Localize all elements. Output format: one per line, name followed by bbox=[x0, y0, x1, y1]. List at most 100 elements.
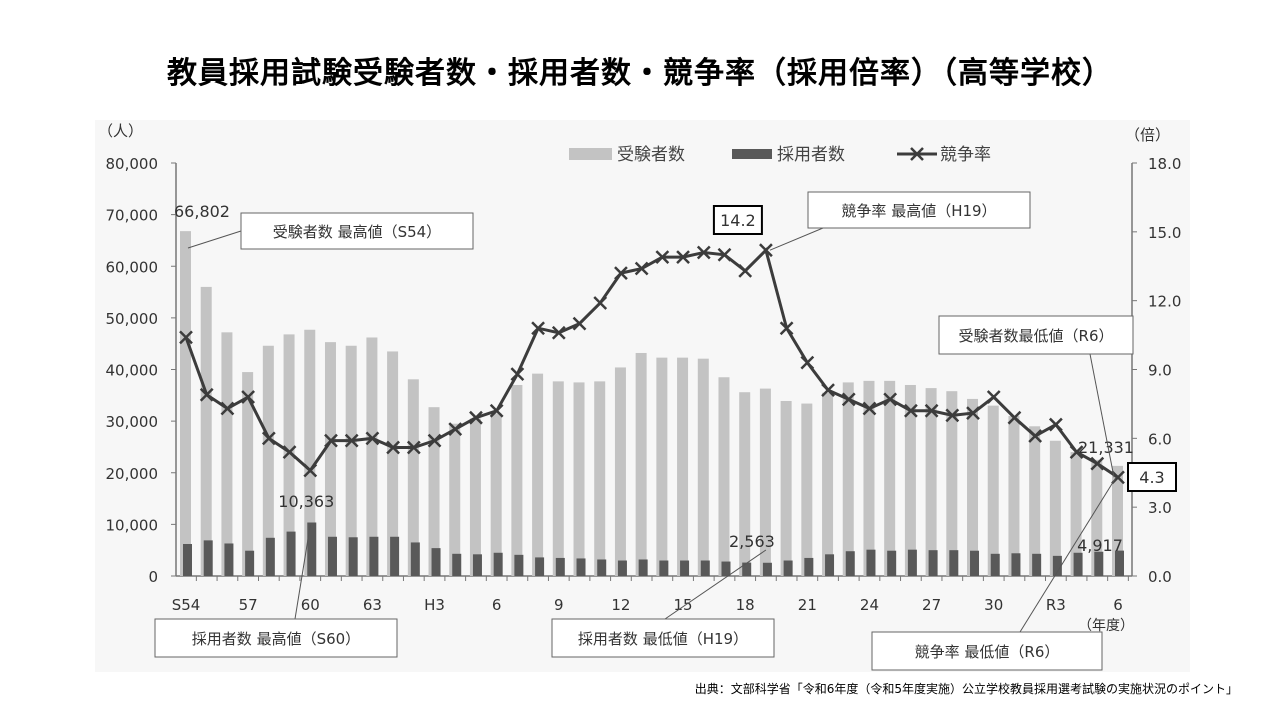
ratio-marker bbox=[593, 296, 608, 310]
ratio-marker bbox=[904, 403, 918, 418]
bar-hires bbox=[1115, 550, 1124, 576]
bar-hires bbox=[265, 537, 275, 576]
callout-text: 競争率 最低値（R6） bbox=[915, 643, 1060, 661]
ratio-marker bbox=[572, 316, 587, 331]
data-label: 66,802 bbox=[174, 202, 230, 221]
bar-hires bbox=[245, 550, 255, 576]
callout-box bbox=[551, 618, 775, 658]
bar-hires bbox=[907, 549, 917, 576]
data-label: 14.2 bbox=[720, 211, 756, 230]
ratio-marker bbox=[924, 403, 939, 418]
bar-hires bbox=[866, 549, 876, 576]
y-left-tick-label: 80,000 bbox=[106, 155, 159, 173]
ratio-marker bbox=[655, 250, 670, 264]
bar-applicants bbox=[718, 377, 730, 576]
x-tick-label: S54 bbox=[172, 596, 201, 614]
bar-applicants bbox=[324, 342, 336, 576]
ratio-marker bbox=[427, 433, 442, 448]
ratio-marker bbox=[489, 403, 504, 418]
ratio-marker bbox=[448, 422, 463, 437]
bar-applicants bbox=[1049, 440, 1061, 576]
bar-hires bbox=[390, 536, 400, 576]
ratio-marker bbox=[324, 433, 338, 448]
callout-text: 受験者数 最高値（S54） bbox=[273, 223, 441, 241]
y-right-tick-label: 9.0 bbox=[1148, 362, 1172, 380]
bar-hires bbox=[680, 560, 690, 576]
ratio-marker bbox=[614, 266, 628, 281]
ratio-marker bbox=[551, 325, 566, 340]
bar-hires bbox=[1011, 553, 1021, 576]
bar-hires bbox=[1094, 551, 1104, 576]
bar-applicants bbox=[304, 329, 316, 576]
bar-applicants bbox=[573, 382, 585, 576]
ratio-marker bbox=[220, 401, 235, 416]
x-tick-label: 27 bbox=[922, 596, 941, 614]
data-label: 21,331 bbox=[1078, 438, 1134, 457]
x-unit: （年度） bbox=[1078, 618, 1134, 634]
y-left-tick-label: 10,000 bbox=[106, 516, 159, 534]
bar-applicants bbox=[469, 418, 481, 576]
bar-hires bbox=[638, 559, 648, 576]
ratio-marker bbox=[717, 247, 732, 262]
data-label-box bbox=[1127, 462, 1177, 492]
ratio-marker bbox=[634, 261, 649, 276]
bar-hires bbox=[949, 550, 959, 576]
ratio-marker bbox=[779, 321, 794, 336]
ratio-marker bbox=[344, 433, 359, 448]
bar-hires bbox=[845, 551, 855, 576]
bar-applicants bbox=[1008, 415, 1020, 576]
ratio-marker bbox=[945, 408, 960, 423]
ratio-marker bbox=[696, 245, 711, 260]
bar-applicants bbox=[1112, 465, 1123, 576]
callout-box bbox=[871, 631, 1103, 671]
legend-label-ratio: 競争率 bbox=[940, 145, 991, 165]
bar-applicants bbox=[428, 407, 440, 576]
bar-applicants bbox=[635, 352, 647, 576]
data-label: 10,363 bbox=[278, 492, 334, 511]
bar-applicants bbox=[987, 405, 999, 576]
bar-applicants bbox=[656, 357, 668, 576]
ratio-marker bbox=[469, 410, 483, 425]
ratio-marker bbox=[759, 243, 773, 258]
ratio-marker bbox=[738, 263, 753, 278]
bar-hires bbox=[431, 548, 441, 576]
ratio-marker bbox=[1069, 445, 1084, 459]
ratio-marker bbox=[862, 401, 877, 416]
chart-area: 0 10,000 20,000 30,000 40,000 50,000 60,000 70,… bbox=[95, 120, 1190, 672]
bar-applicants bbox=[925, 388, 937, 576]
callout-leader-line bbox=[187, 230, 242, 249]
bar-applicants bbox=[1070, 452, 1082, 576]
y-right-tick-label: 15.0 bbox=[1148, 224, 1181, 242]
ratio-marker bbox=[1028, 429, 1043, 443]
callout-box bbox=[154, 618, 398, 658]
ratio-marker bbox=[179, 330, 193, 345]
bar-applicants bbox=[552, 381, 564, 576]
bar-applicants bbox=[511, 384, 523, 576]
bar-applicants bbox=[1091, 459, 1103, 576]
y-left-tick-label: 30,000 bbox=[106, 413, 159, 431]
ratio-marker bbox=[303, 463, 318, 478]
bar-hires bbox=[286, 531, 296, 576]
bar-applicants bbox=[490, 413, 502, 576]
legend-label-applicants: 受験者数 bbox=[617, 145, 685, 165]
x-tick-label: 6 bbox=[1113, 596, 1123, 614]
bar-hires bbox=[514, 554, 524, 576]
bar-hires bbox=[617, 560, 627, 576]
y-right-unit: （倍） bbox=[1125, 126, 1170, 144]
y-left-tick-label: 50,000 bbox=[106, 310, 159, 328]
bar-hires bbox=[183, 543, 192, 576]
ratio-marker bbox=[199, 387, 214, 402]
data-label-box bbox=[712, 205, 763, 235]
x-tick-label: 21 bbox=[798, 596, 817, 614]
bar-hires bbox=[990, 553, 1000, 576]
y-right-tick-label: 0.0 bbox=[1148, 568, 1172, 586]
bar-hires bbox=[472, 554, 482, 576]
bar-applicants bbox=[884, 380, 896, 576]
bar-hires bbox=[887, 550, 897, 576]
x-tick-label: 30 bbox=[984, 596, 1003, 614]
bar-hires bbox=[970, 550, 980, 576]
ratio-marker bbox=[510, 367, 525, 381]
bar-hires bbox=[576, 558, 586, 576]
bar-hires bbox=[348, 537, 358, 576]
ratio-marker bbox=[821, 383, 835, 398]
